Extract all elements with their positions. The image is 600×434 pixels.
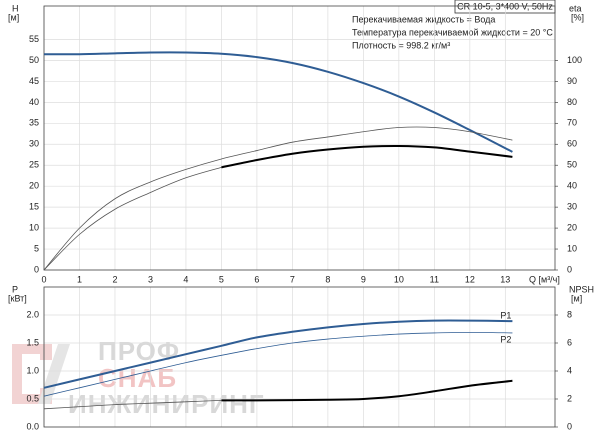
y2-tick-label: 40 bbox=[567, 181, 577, 191]
y-axis-label: H bbox=[12, 3, 19, 13]
y-tick-label: 15 bbox=[29, 202, 39, 212]
y2-axis-label: eta bbox=[569, 3, 582, 13]
y-tick-label: 40 bbox=[29, 97, 39, 107]
y-tick-label: 0.0 bbox=[26, 421, 39, 431]
x-tick-label: 5 bbox=[219, 274, 224, 284]
y2-tick-label: 20 bbox=[567, 222, 577, 232]
x-tick-label: 6 bbox=[254, 274, 259, 284]
series-label: P1 bbox=[500, 311, 511, 321]
plot-frame bbox=[43, 5, 556, 271]
x-tick-label: 1 bbox=[77, 274, 82, 284]
y-tick-label: 0 bbox=[34, 264, 39, 274]
y2-tick-label: 100 bbox=[567, 55, 582, 65]
y2-axis-unit: [м] bbox=[571, 293, 582, 303]
x-tick-label: 3 bbox=[148, 274, 153, 284]
y-tick-label: 1.0 bbox=[26, 365, 39, 375]
x-tick-label: 2 bbox=[112, 274, 117, 284]
y2-tick-label: 2 bbox=[567, 393, 572, 403]
series-line bbox=[221, 144, 513, 169]
y-tick-label: 1.5 bbox=[26, 337, 39, 347]
plot-frame bbox=[43, 286, 556, 428]
x-tick-label: 10 bbox=[394, 274, 404, 284]
annotation: Плотность = 998.2 кг/м³ bbox=[352, 40, 450, 50]
series-line bbox=[43, 126, 513, 271]
x-axis-label: Q [м³/ч] bbox=[529, 274, 560, 284]
annotation: Температура перекачиваемой жидкости = 20… bbox=[352, 27, 553, 37]
y2-tick-label: 70 bbox=[567, 118, 577, 128]
y-tick-label: 50 bbox=[29, 55, 39, 65]
y2-tick-label: 8 bbox=[567, 309, 572, 319]
y-tick-label: 20 bbox=[29, 181, 39, 191]
y2-tick-label: 0 bbox=[567, 264, 572, 274]
y2-tick-label: 10 bbox=[567, 243, 577, 253]
y2-axis-label: NPSH bbox=[569, 284, 594, 294]
series-line bbox=[43, 51, 513, 153]
x-tick-label: 8 bbox=[325, 274, 330, 284]
x-tick-label: 11 bbox=[430, 274, 439, 284]
watermark-text: ИНЖИНИРИНГ bbox=[68, 389, 265, 419]
y-tick-label: 5 bbox=[34, 243, 39, 253]
watermark-text: ПРОФ bbox=[98, 336, 180, 366]
series-line bbox=[43, 331, 513, 397]
watermark-logo bbox=[12, 344, 70, 404]
y2-axis-unit: [%] bbox=[571, 12, 584, 22]
series-label: P2 bbox=[500, 334, 511, 344]
y-tick-label: 25 bbox=[29, 160, 39, 170]
y-tick-label: 55 bbox=[29, 34, 39, 44]
y-axis-unit: [м] bbox=[8, 12, 19, 22]
x-tick-label: 9 bbox=[361, 274, 366, 284]
y2-tick-label: 50 bbox=[567, 160, 577, 170]
y2-tick-label: 90 bbox=[567, 76, 577, 86]
y-axis-label: P bbox=[12, 284, 18, 294]
y-tick-label: 35 bbox=[29, 118, 39, 128]
series-line bbox=[43, 166, 222, 271]
y-tick-label: 0.5 bbox=[26, 393, 39, 403]
y2-tick-label: 4 bbox=[567, 365, 572, 375]
y-tick-label: 30 bbox=[29, 139, 39, 149]
x-tick-label: 13 bbox=[500, 274, 510, 284]
x-tick-label: 12 bbox=[465, 274, 475, 284]
series-line bbox=[221, 379, 513, 402]
y-axis-unit: [кВт] bbox=[8, 293, 27, 303]
x-tick-label: 0 bbox=[41, 274, 46, 284]
series-line bbox=[43, 400, 222, 410]
y2-tick-label: 30 bbox=[567, 202, 577, 212]
annotation: Перекачиваемая жидкость = Вода bbox=[352, 14, 495, 24]
y-tick-label: 2.0 bbox=[26, 309, 39, 319]
x-tick-label: 4 bbox=[183, 274, 188, 284]
y2-tick-label: 60 bbox=[567, 139, 577, 149]
y-tick-label: 45 bbox=[29, 76, 39, 86]
y2-tick-label: 0 bbox=[567, 421, 572, 431]
x-tick-label: 7 bbox=[290, 274, 295, 284]
series-line bbox=[43, 319, 513, 389]
y2-tick-label: 80 bbox=[567, 97, 577, 107]
y-tick-label: 10 bbox=[29, 222, 39, 232]
y2-tick-label: 6 bbox=[567, 337, 572, 347]
